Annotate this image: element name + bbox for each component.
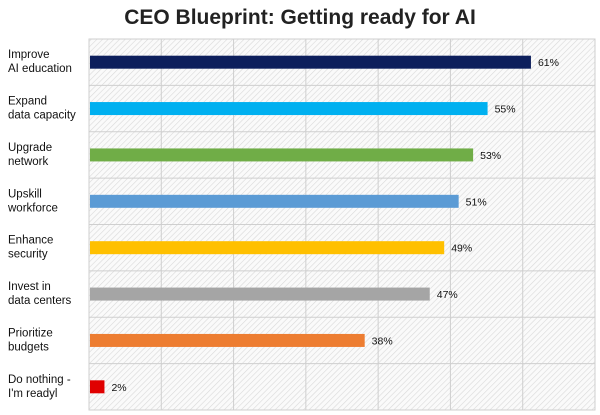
category-label: Upskill [8, 188, 42, 200]
category-label: workforce [7, 202, 58, 214]
category-label: Upgrade [8, 142, 52, 154]
chart-title: CEO Blueprint: Getting ready for AI [124, 6, 476, 29]
category-label: data capacity [8, 110, 76, 122]
category-label: AI education [8, 63, 72, 75]
data-label: 53% [480, 150, 501, 162]
category-label: Invest in [8, 281, 51, 293]
data-label: 55% [495, 104, 516, 116]
bar [90, 241, 445, 255]
data-label: 2% [111, 382, 126, 394]
category-label: Enhance [8, 235, 53, 247]
bar [90, 287, 430, 301]
category-label: Expand [8, 96, 47, 108]
category-label: budgets [8, 341, 49, 353]
data-label: 47% [437, 289, 458, 301]
data-label: 49% [451, 243, 472, 255]
category-label: network [8, 156, 49, 168]
bar [90, 380, 105, 394]
bar [90, 194, 459, 208]
category-label: data centers [8, 295, 72, 307]
category-label: Do nothing - [8, 374, 71, 386]
category-label: I'm readyl [8, 388, 58, 400]
category-label: security [8, 249, 48, 261]
category-label: Improve [8, 49, 50, 61]
category-label: Prioritize [8, 327, 53, 339]
data-label: 51% [466, 196, 487, 208]
data-label: 61% [538, 57, 559, 69]
bar [90, 148, 474, 162]
data-label: 38% [372, 335, 393, 347]
bar [90, 102, 488, 116]
bar [90, 333, 365, 347]
bar [90, 55, 531, 69]
